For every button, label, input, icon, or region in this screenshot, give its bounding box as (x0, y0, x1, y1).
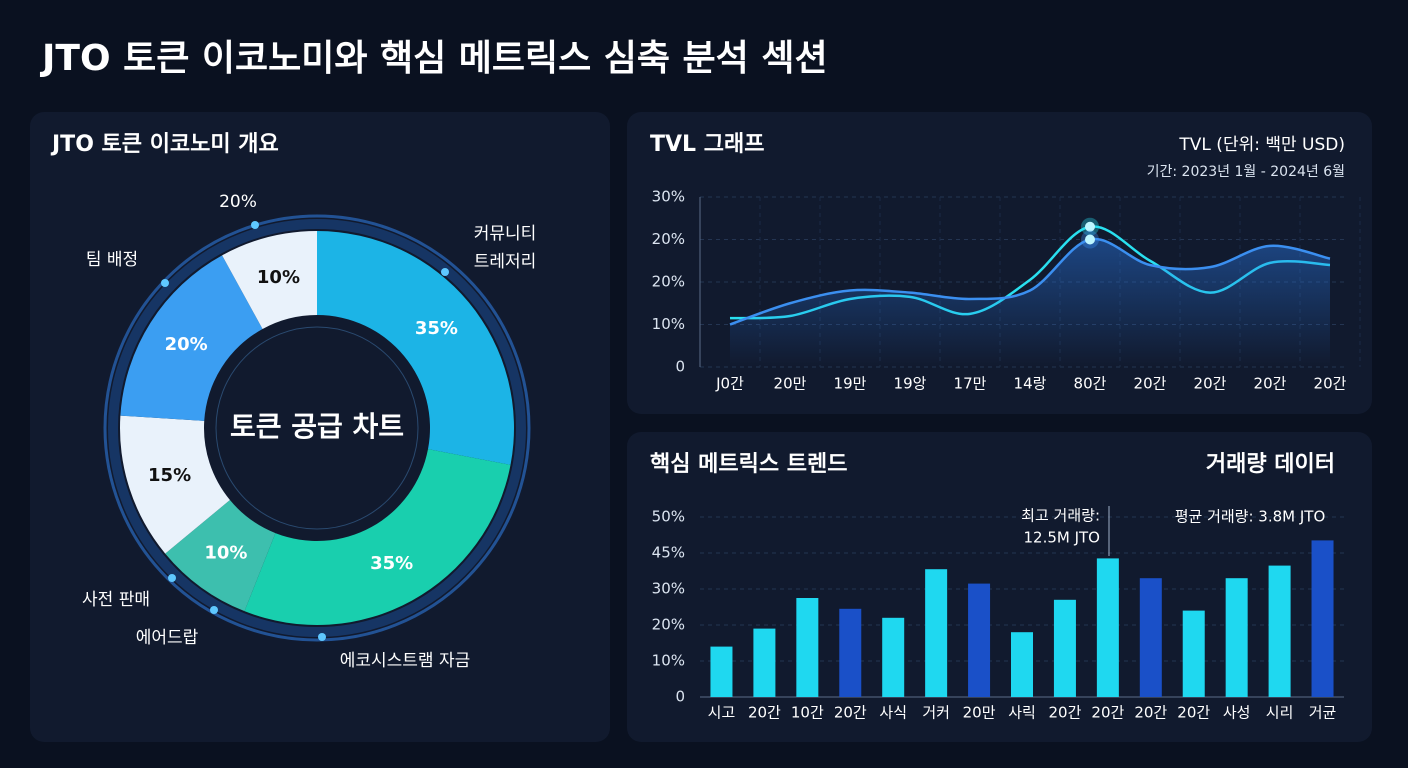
ring-glow (108, 219, 526, 637)
y-tick-label: 20% (652, 230, 685, 248)
center-label: 토큰 공급 차트 (230, 410, 404, 443)
x-tick-label: 20간 (834, 704, 867, 722)
bar (1053, 599, 1076, 697)
annotation: 평균 거래량: 3.8M JTO (1175, 508, 1326, 526)
ring-dot (168, 574, 176, 582)
panel (627, 432, 1372, 742)
slice-label: 15% (148, 465, 191, 486)
annotation: 12.5M JTO (1023, 529, 1100, 547)
x-tick-label: 19앙 (894, 375, 927, 393)
pie-slice (165, 500, 276, 612)
page-title: JTO 토큰 이코노미와 핵심 메트릭스 심축 분석 섹션 (39, 38, 828, 79)
ring-dot (161, 279, 169, 287)
y-tick-label: 50% (652, 508, 685, 526)
annotation: 사전 판매 (82, 590, 150, 610)
y-tick-label: 0 (675, 688, 685, 706)
x-tick-label: 시리 (1266, 704, 1294, 722)
inner-ring (215, 326, 419, 530)
annotation: 에어드랍 (136, 628, 199, 648)
x-tick-label: 17만 (954, 375, 987, 393)
period: 기간: 2023년 1월 - 2024년 6월 (1147, 164, 1345, 180)
y-tick-label: 20% (652, 616, 685, 634)
line (729, 237, 1331, 326)
x-tick-label: 사릭 (1008, 704, 1036, 722)
y-tick-label: 10% (652, 652, 685, 670)
subtitle: TVL (단위: 백만 USD) (1178, 135, 1345, 155)
pie-slice (222, 231, 317, 329)
y-tick-label: 30% (652, 580, 685, 598)
y-tick-label: 45% (652, 544, 685, 562)
bar (882, 617, 905, 697)
x-tick-label: 20간 (1194, 375, 1227, 393)
x-tick-label: 사성 (1223, 704, 1251, 722)
x-tick-label: 20간 (1314, 375, 1347, 393)
annotation: 에코시스트램 자금 (340, 651, 471, 671)
x-tick-label: 20간 (1091, 704, 1124, 722)
bar (1096, 558, 1119, 697)
x-tick-label: 20간 (1177, 704, 1210, 722)
annotation: 최고 거래량: (1021, 507, 1100, 525)
annotation: 커뮤니티 (474, 224, 537, 244)
panel-title: TVL 그래프 (650, 132, 764, 157)
slice-label: 10% (257, 267, 300, 288)
panel-title: 핵심 메트릭스 트렌드 (650, 452, 847, 477)
y-tick-label: 30% (652, 188, 685, 206)
bar (1268, 565, 1291, 697)
ring-dot (210, 606, 218, 614)
y-tick-label: 20% (652, 273, 685, 291)
x-tick-label: 거균 (1309, 704, 1337, 722)
ring-dot (441, 268, 449, 276)
point (1085, 221, 1095, 232)
y-tick-label: 10% (652, 315, 685, 333)
annotation: 트레저리 (474, 252, 537, 272)
annotation: 팀 배정 (86, 250, 138, 270)
x-tick-label: 20만 (774, 375, 807, 393)
bar (925, 569, 948, 697)
x-tick-label: 20간 (1254, 375, 1287, 393)
panel-title: JTO 토큰 이코노미 개요 (50, 132, 279, 157)
x-tick-label: 사식 (879, 704, 907, 722)
x-tick-label: 시고 (708, 704, 736, 722)
slice-label: 35% (370, 553, 413, 574)
bar (1182, 610, 1205, 697)
bar (1311, 540, 1334, 697)
slice-label: 10% (204, 542, 247, 563)
bar (1011, 632, 1033, 697)
y-tick-label: 0 (675, 358, 685, 376)
x-tick-label: 14랑 (1014, 375, 1047, 393)
x-tick-label: 80간 (1074, 375, 1107, 393)
area (730, 239, 1330, 367)
pie-slice (244, 449, 511, 625)
point (1085, 234, 1095, 245)
x-tick-label: 거커 (922, 704, 950, 722)
x-tick-label: 10간 (791, 704, 824, 722)
slice-label: 35% (415, 318, 458, 339)
pie-slice (317, 231, 514, 465)
x-tick-label: 20간 (1134, 375, 1167, 393)
ring-dot (318, 633, 326, 641)
bar (839, 608, 862, 697)
x-tick-label: 20간 (1048, 704, 1081, 722)
x-tick-label: 19만 (834, 375, 867, 393)
pie-slice (120, 255, 263, 421)
pie-slice (120, 415, 230, 554)
x-tick-label: 20간 (748, 704, 781, 722)
slice-label: 20% (165, 334, 208, 355)
bar (710, 646, 733, 697)
bar (753, 628, 776, 697)
bar (1225, 578, 1248, 697)
annotation: 20% (219, 192, 257, 212)
x-tick-label: 20간 (1134, 704, 1167, 722)
panel-subtitle: 거래량 데이터 (1206, 452, 1335, 477)
bar (968, 583, 991, 697)
x-tick-label: J0간 (715, 375, 744, 393)
x-tick-label: 20만 (963, 704, 996, 722)
outer-ring (103, 214, 531, 642)
bar (796, 598, 819, 697)
bar (1139, 578, 1162, 697)
ring-dot (251, 221, 259, 229)
